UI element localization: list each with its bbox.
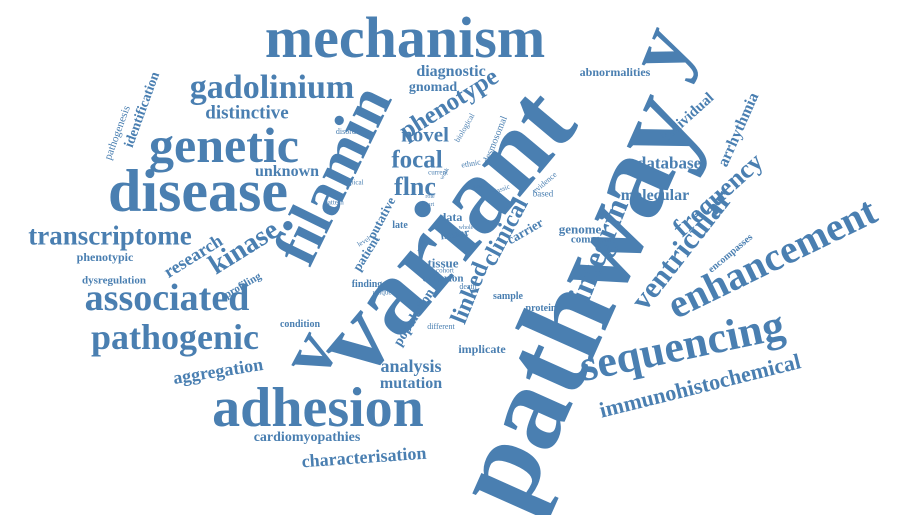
word-adhesion: adhesion [212,377,424,439]
word-phenotypic: phenotypic [76,250,134,264]
word-abnormalities: abnormalities [579,65,651,79]
word-sample: sample [493,291,523,302]
word-study: study [455,233,469,239]
word-gadolinium: gadolinium [189,69,355,106]
word-cohort: cohort [436,266,454,275]
word-analysis: analysis [380,356,442,376]
word-mechanism: mechanism [264,5,546,70]
word-database: database [636,153,702,173]
word-disorder: disorder [335,127,363,136]
word-criterion: criterion [422,272,464,285]
word-current: current [428,168,448,177]
word-protein: protein [525,303,557,314]
word-distinctive: distinctive [205,102,289,124]
word-focal: focal [391,146,443,174]
word-death: death [459,282,477,291]
word-most: most [472,184,484,190]
word-genetic: genetic [149,117,299,173]
word-associated: associated [84,277,250,319]
word-implicate: implicate [458,342,506,356]
word-court: court [421,202,435,208]
word-pathogenic: pathogenic [90,317,260,357]
word-whole: whole [458,225,474,231]
word-gnomad: gnomad [408,80,458,95]
word-unique: unique [372,288,392,297]
word-data: data [439,210,463,224]
word-transcriptome: transcriptome [28,220,192,251]
word-typical: typical [344,178,364,187]
word-condition: condition [279,319,321,330]
word-finding: finding [351,279,383,290]
word-diagnostic: diagnostic [416,63,486,80]
word-genome: genome [558,221,602,237]
word-molecular: molecular [620,187,690,204]
word-late: late [392,220,408,231]
word-cardiomyopathies: cardiomyopathies [253,430,361,445]
word-role: role [425,194,435,200]
word-tissue: tissue [427,255,459,271]
word-based: based [532,188,554,199]
word-disease: disease [108,158,288,224]
word-different: different [427,322,455,331]
word-unknown: unknown [254,163,320,180]
word-characterisation: characterisation [300,442,428,472]
word-novel: novel [401,122,449,147]
word-pattern: pattern [324,198,344,207]
word-flnc: flnc [394,172,436,201]
word-dysregulation: dysregulation [82,274,146,287]
word-mutation: mutation [379,375,443,392]
word-common: common [570,233,612,246]
